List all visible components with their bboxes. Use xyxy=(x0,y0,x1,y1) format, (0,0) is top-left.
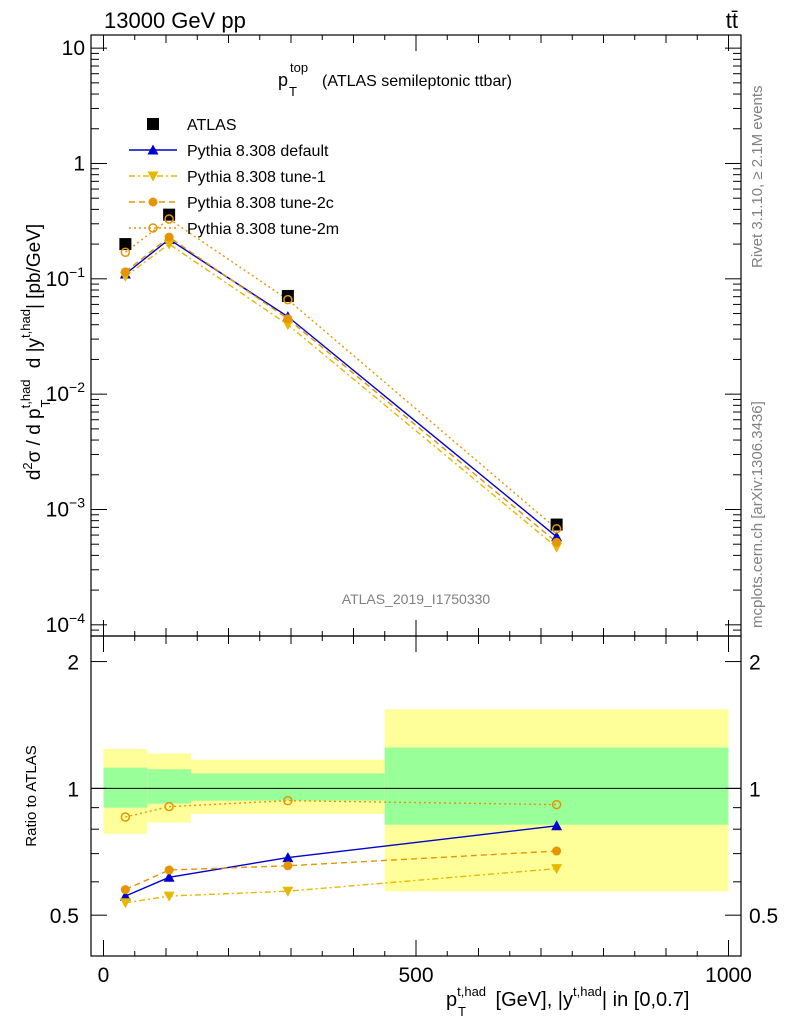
analysis-watermark: ATLAS_2019_I1750330 xyxy=(342,591,491,607)
y-tick-label: 10 xyxy=(62,37,85,60)
marker-circle-open xyxy=(164,801,174,812)
y-tick-label: 10−2 xyxy=(46,379,86,406)
series-line-2 xyxy=(124,243,558,548)
x-tick-label: 0 xyxy=(98,964,110,987)
legend-label: Pythia 8.308 tune-2m xyxy=(187,221,339,238)
marker-triangle-down xyxy=(282,320,294,331)
title-superscript: top xyxy=(290,60,308,75)
x-tick-label: 500 xyxy=(398,964,433,987)
marker-circle-open xyxy=(164,214,174,224)
marker-circle xyxy=(283,861,293,871)
ratio-y-tick-label-left: 0.5 xyxy=(50,905,79,928)
marker-triangle-down xyxy=(147,171,159,182)
series-line-3 xyxy=(124,236,558,543)
legend-label: Pythia 8.308 tune-2c xyxy=(187,195,334,212)
marker-circle-open xyxy=(283,795,293,806)
y-tick-label: 1 xyxy=(73,152,85,175)
marker-triangle-up xyxy=(163,871,175,882)
marker-triangle-up xyxy=(119,890,131,901)
legend-label: ATLAS xyxy=(187,117,237,134)
uncertainty-band-inner xyxy=(103,767,148,808)
marker-circle xyxy=(552,537,562,547)
legend: ATLAS Pythia 8.308 default Pythia 8.308 tu… xyxy=(129,117,339,238)
main-panel: 10−4 10−3 10−2 10−1 1 10 xyxy=(46,34,742,652)
process-label: tt̄ xyxy=(726,8,738,33)
y-tick-label: 10−3 xyxy=(46,494,86,521)
ratio-line-2 xyxy=(125,867,557,904)
marker-circle-open xyxy=(551,524,562,534)
marker-circle xyxy=(148,197,158,207)
marker-circle xyxy=(552,846,562,856)
marker-circle xyxy=(283,314,293,324)
title-main: p xyxy=(278,70,288,90)
uncertainty-band-inner xyxy=(384,747,729,825)
ratio-y-tick-label-left: 2 xyxy=(67,652,79,675)
uncertainty-band-inner xyxy=(147,769,191,804)
ratio-y-tick-label-right: 2 xyxy=(749,652,761,675)
marker-triangle-down xyxy=(551,864,563,875)
series-line-4 xyxy=(124,218,558,530)
plot-title: p top T (ATLAS semileptonic ttbar) xyxy=(278,60,512,99)
legend-label: Pythia 8.308 tune-1 xyxy=(187,169,326,186)
ratio-y-tick-label-left: 1 xyxy=(67,778,79,801)
marker-circle-open xyxy=(283,294,293,305)
marker-triangle-down xyxy=(163,891,175,902)
series-line-1 xyxy=(124,238,558,538)
marker-triangle-down xyxy=(163,239,175,250)
marker-circle-open xyxy=(120,247,131,257)
x-axis-label: pt,had T [GeV], |yt,had| in [0,0.7] xyxy=(446,984,689,1019)
ratio-line-1 xyxy=(125,825,557,897)
mcplots-label: mcplots.cern.ch [arXiv:1306.3436] xyxy=(749,401,766,628)
marker-circle-open xyxy=(148,223,158,233)
legend-label: Pythia 8.308 default xyxy=(187,143,329,160)
marker-circle xyxy=(120,885,130,895)
ratio-y-tick-label-right: 1 xyxy=(749,778,761,801)
marker-triangle-up xyxy=(551,820,563,831)
ratio-panel: 0 500 1000 0.5 0.5 1 1 2 2 xyxy=(50,635,778,987)
ratio-line-3 xyxy=(125,850,557,891)
energy-label: 13000 GeV pp xyxy=(104,8,246,33)
marker-circle xyxy=(164,865,174,875)
y-tick-label: 10−4 xyxy=(46,610,86,637)
marker-triangle-down xyxy=(119,898,131,909)
ratio-y-tick-label-right: 0.5 xyxy=(749,905,778,928)
marker-square xyxy=(147,118,159,130)
marker-circle xyxy=(164,232,174,242)
title-rest: (ATLAS semileptonic ttbar) xyxy=(322,73,512,90)
marker-triangle-up xyxy=(147,144,159,155)
marker-circle xyxy=(120,267,130,277)
marker-triangle-up xyxy=(282,852,294,863)
marker-circle-open xyxy=(551,799,562,810)
rivet-label: Rivet 3.1.10, ≥ 2.1M events xyxy=(749,86,766,269)
marker-square xyxy=(119,238,132,251)
title-subscript: T xyxy=(289,84,297,99)
y-axis-label-ratio: Ratio to ATLAS xyxy=(23,745,40,846)
y-tick-label: 10−1 xyxy=(46,264,86,291)
marker-circle-open xyxy=(120,812,131,822)
x-tick-label: 1000 xyxy=(705,964,752,987)
marker-triangle-down xyxy=(282,886,294,897)
y-axis-label-main: d2σ / d pt,had T d |yt,had| [pb/GeV] xyxy=(18,224,53,480)
